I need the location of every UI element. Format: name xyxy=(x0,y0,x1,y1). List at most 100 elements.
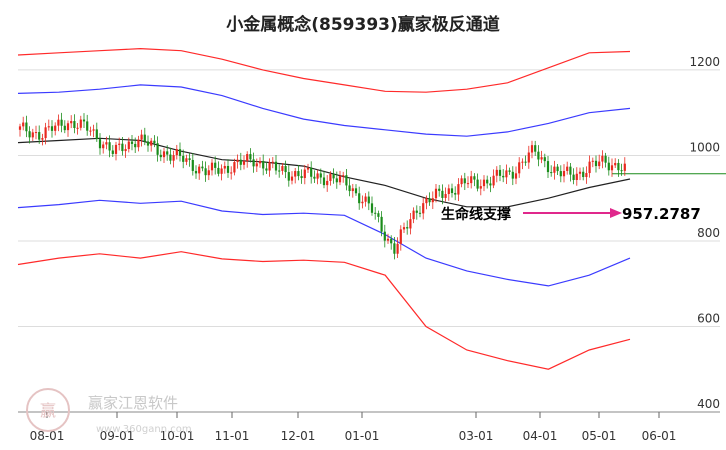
candle-body xyxy=(153,140,156,144)
candle-body xyxy=(594,160,598,167)
x-tick-label: 12-01 xyxy=(281,429,316,443)
candle-body xyxy=(402,227,406,230)
chart-grid xyxy=(18,69,720,413)
candle-body xyxy=(300,176,303,179)
candle-body xyxy=(434,188,438,199)
candle-body xyxy=(418,212,422,214)
candle-body xyxy=(367,196,370,204)
candle-body xyxy=(178,149,182,156)
candle-body xyxy=(530,145,534,153)
candle-body xyxy=(63,125,66,131)
candle-body xyxy=(502,175,505,178)
candle-body xyxy=(508,170,511,172)
candle-body xyxy=(495,169,498,176)
candle-body xyxy=(41,138,44,140)
candle-body xyxy=(486,179,489,184)
candle-body xyxy=(271,161,274,163)
candle-body xyxy=(489,183,492,186)
candle-body xyxy=(438,188,441,191)
candle-body xyxy=(239,159,242,165)
candle-body xyxy=(444,194,447,198)
candle-body xyxy=(262,160,265,169)
candle-body xyxy=(89,130,92,132)
candle-body xyxy=(118,143,121,145)
candle-body xyxy=(246,154,249,161)
candle-body xyxy=(47,126,50,128)
candle-body xyxy=(431,198,434,203)
candle-body xyxy=(412,210,415,220)
candle-body xyxy=(460,178,463,185)
candle-body xyxy=(370,203,374,213)
candle-body xyxy=(399,229,402,244)
candle-body xyxy=(588,161,591,174)
candle-body xyxy=(319,173,322,178)
candle-body xyxy=(169,154,172,161)
candle-body xyxy=(310,167,313,177)
current-value-label: 957.2787 xyxy=(622,205,701,223)
candle-body xyxy=(166,151,169,155)
x-tick-label: 10-01 xyxy=(160,429,195,443)
candle-body xyxy=(258,160,262,164)
candle-body xyxy=(306,167,310,170)
candle-body xyxy=(66,123,70,131)
candle-body xyxy=(73,121,76,129)
candle-body xyxy=(338,176,342,183)
chart-title: 小金属概念(859393)赢家极反通道 xyxy=(226,14,500,35)
channel-line-3 xyxy=(17,199,631,287)
candle-body xyxy=(98,139,102,149)
candle-body xyxy=(175,149,178,156)
candle-body xyxy=(146,141,150,146)
candle-body xyxy=(428,198,431,203)
channel-line-1 xyxy=(17,84,631,137)
candle-body xyxy=(332,173,335,179)
candle-body xyxy=(31,132,34,138)
candle-body xyxy=(102,144,105,149)
y-tick-label: 400 xyxy=(697,397,720,411)
candle-body xyxy=(207,170,210,176)
candle-body xyxy=(322,177,326,186)
x-tick-label: 01-01 xyxy=(345,429,380,443)
candle-body xyxy=(566,166,569,171)
watermark-subtext: www.360gann.com xyxy=(96,424,192,435)
candle-body xyxy=(233,162,236,173)
candle-body xyxy=(111,150,114,154)
candle-body xyxy=(607,162,610,171)
candle-body xyxy=(470,176,473,184)
candle-body xyxy=(348,185,351,192)
candle-body xyxy=(76,127,79,129)
candle-body xyxy=(575,173,578,180)
candle-body xyxy=(281,166,284,171)
candle-body xyxy=(278,170,281,172)
candle-body xyxy=(95,129,98,140)
candle-body xyxy=(252,159,255,167)
candle-body xyxy=(188,158,191,160)
candle-body xyxy=(326,180,329,186)
candle-body xyxy=(255,163,258,167)
candle-body xyxy=(294,171,297,177)
x-tick-label: 06-01 xyxy=(642,429,677,443)
candle-body xyxy=(582,171,585,178)
candle-body xyxy=(598,161,601,167)
candle-body xyxy=(572,174,575,180)
candle-body xyxy=(377,213,380,217)
candle-body xyxy=(25,122,28,132)
candle-body xyxy=(22,122,25,127)
candle-body xyxy=(156,143,159,155)
candle-body xyxy=(361,201,364,204)
candle-body xyxy=(514,173,518,179)
candle-body xyxy=(591,160,594,162)
candle-body xyxy=(182,155,185,162)
candle-body xyxy=(505,170,508,178)
y-tick-label: 600 xyxy=(697,311,720,325)
candle-body xyxy=(313,176,316,179)
candle-body xyxy=(150,140,153,146)
candle-body xyxy=(393,243,396,254)
candle-body xyxy=(108,142,111,151)
candle-body xyxy=(390,238,393,244)
candle-body xyxy=(82,119,86,122)
candle-body xyxy=(217,167,220,174)
candle-body xyxy=(466,183,470,185)
x-tick-label: 08-01 xyxy=(30,429,65,443)
lifeline-annotation: 生命线支撑 957.2787 xyxy=(441,205,701,223)
